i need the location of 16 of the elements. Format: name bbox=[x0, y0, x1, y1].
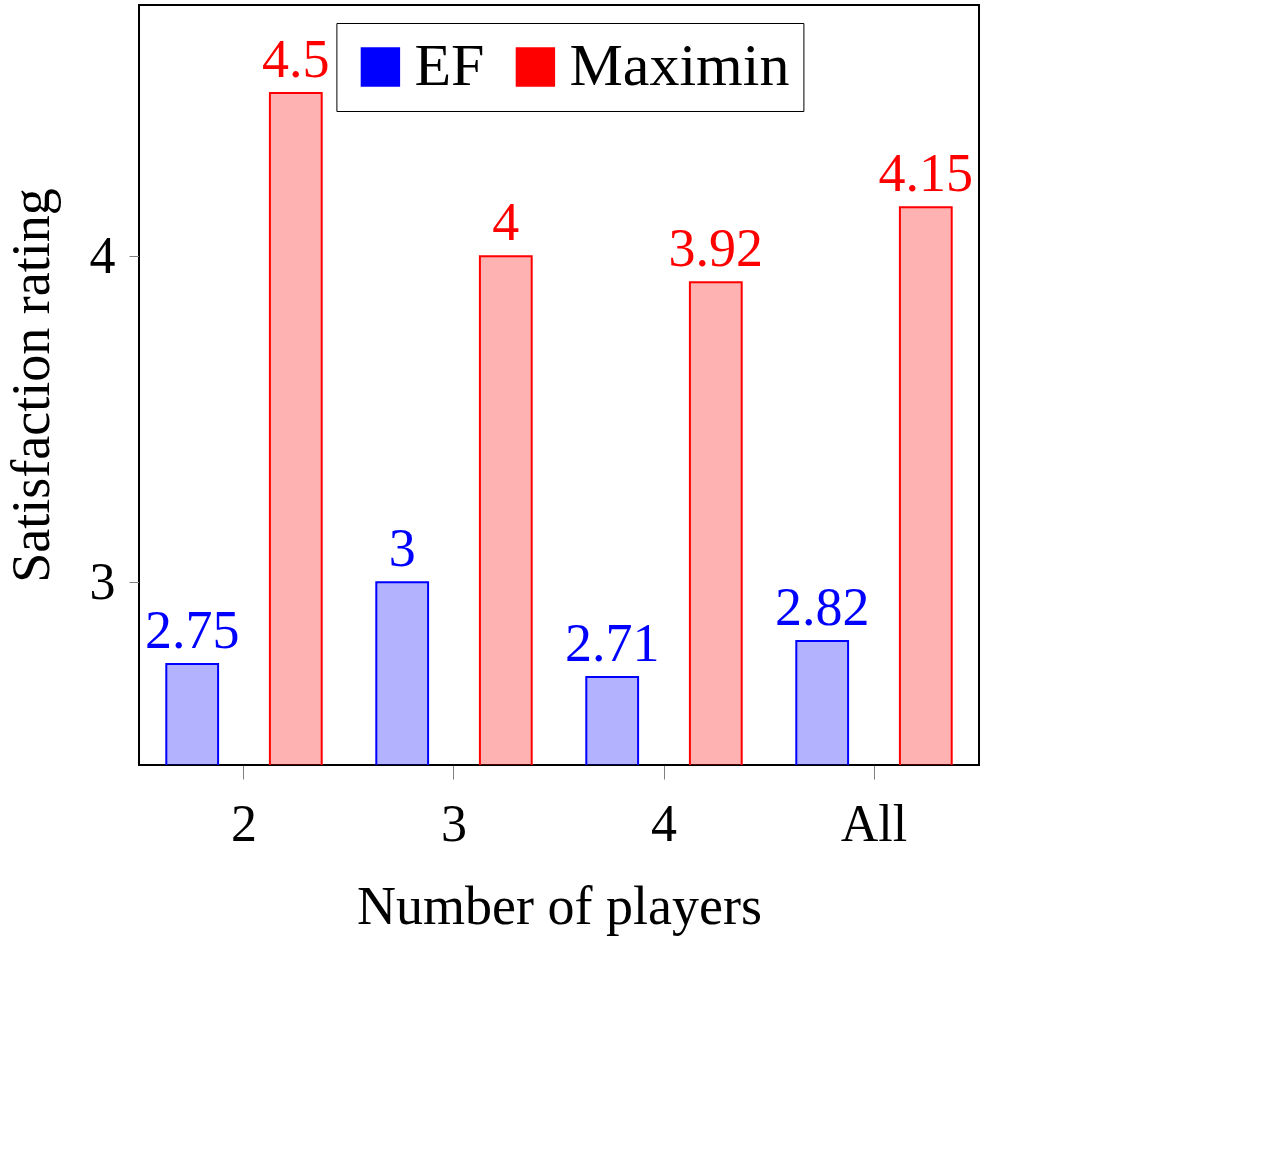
x-axis-title: Number of players bbox=[357, 875, 762, 936]
data-label: 3.92 bbox=[668, 218, 764, 279]
data-label: 3 bbox=[388, 518, 416, 579]
x-tick-label: All bbox=[840, 794, 908, 852]
data-label: 4 bbox=[492, 192, 520, 253]
data-label: 2.71 bbox=[564, 612, 660, 673]
y-axis-title: Satisfaction rating bbox=[0, 188, 61, 583]
x-tick-label: 3 bbox=[441, 794, 467, 852]
data-label: 2.82 bbox=[774, 577, 870, 638]
x-tick-label: 2 bbox=[231, 794, 257, 852]
data-label: 4.5 bbox=[262, 29, 330, 90]
data-label: 2.75 bbox=[144, 599, 240, 660]
legend-label: Maximin bbox=[569, 32, 790, 98]
data-label: 4.15 bbox=[878, 143, 974, 204]
x-tick-label: 4 bbox=[651, 794, 677, 852]
legend-label: EF bbox=[414, 32, 485, 98]
